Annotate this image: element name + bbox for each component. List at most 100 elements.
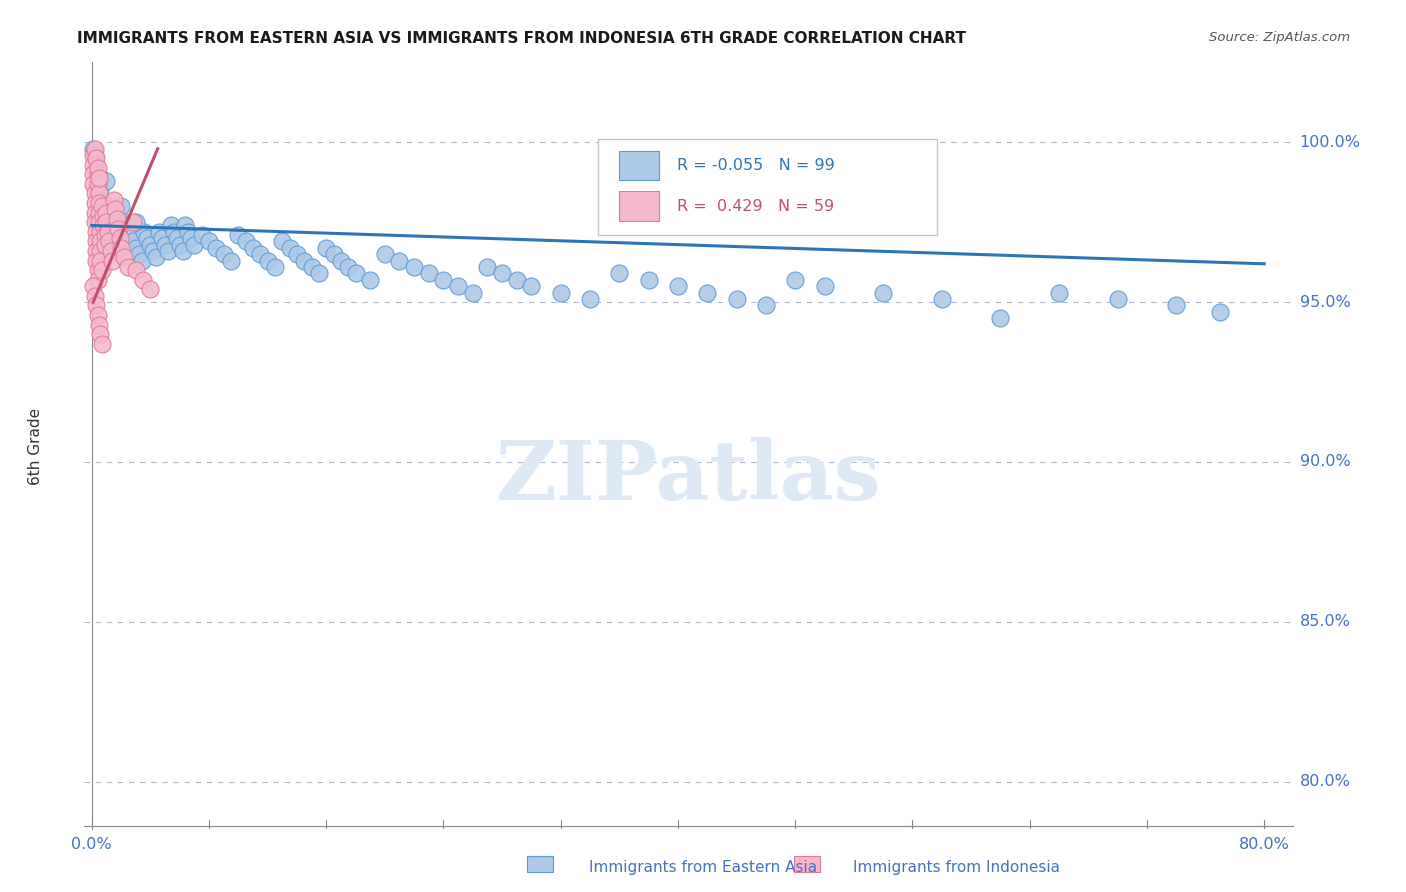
Text: 90.0%: 90.0% <box>1299 455 1350 469</box>
Point <box>374 247 396 261</box>
Point <box>86 273 108 287</box>
Point <box>121 235 143 249</box>
Point <box>156 244 179 258</box>
Text: R = -0.055   N = 99: R = -0.055 N = 99 <box>676 158 835 173</box>
Point <box>93 219 115 233</box>
Point <box>107 225 129 239</box>
Point <box>112 215 135 229</box>
Text: 80.0%: 80.0% <box>1239 838 1289 852</box>
Point <box>696 285 718 300</box>
Point <box>83 186 105 201</box>
Point <box>87 205 110 219</box>
Point <box>91 263 114 277</box>
Point <box>461 285 484 300</box>
Point <box>100 231 122 245</box>
Point <box>124 215 146 229</box>
Point <box>212 247 235 261</box>
Bar <box>619 192 659 220</box>
Point <box>990 311 1012 326</box>
Point <box>579 292 602 306</box>
Point <box>89 235 111 249</box>
Point <box>104 202 127 217</box>
Point <box>142 244 165 258</box>
Point <box>107 221 129 235</box>
Point <box>87 196 110 211</box>
Point <box>100 244 122 258</box>
Point <box>84 235 107 249</box>
Text: Immigrants from Indonesia: Immigrants from Indonesia <box>852 860 1060 874</box>
Point <box>124 263 146 277</box>
Point <box>1047 285 1070 300</box>
Point <box>256 253 278 268</box>
Point <box>96 205 118 219</box>
Point <box>344 267 367 281</box>
Point <box>163 225 186 239</box>
Point <box>94 205 117 219</box>
Point <box>82 167 104 181</box>
Text: 100.0%: 100.0% <box>1299 135 1361 150</box>
Point <box>110 237 132 252</box>
Point <box>86 177 108 191</box>
Point <box>115 221 138 235</box>
Point <box>607 267 630 281</box>
Point <box>136 231 159 245</box>
Point <box>101 237 124 252</box>
Point <box>872 285 894 300</box>
Point <box>82 279 104 293</box>
Point <box>153 237 176 252</box>
Point <box>83 289 105 303</box>
Point <box>91 336 114 351</box>
Point <box>418 267 440 281</box>
Point <box>105 212 128 227</box>
Point <box>131 253 153 268</box>
Point <box>308 267 330 281</box>
Point <box>160 219 183 233</box>
Point <box>82 158 104 172</box>
Bar <box>619 151 659 180</box>
Point <box>98 235 121 249</box>
Text: 95.0%: 95.0% <box>1299 294 1350 310</box>
Point <box>83 215 105 229</box>
Text: Immigrants from Eastern Asia: Immigrants from Eastern Asia <box>589 860 817 874</box>
Point <box>931 292 953 306</box>
Point <box>86 167 108 181</box>
Point <box>108 231 131 245</box>
Point <box>86 308 108 322</box>
Point <box>183 237 205 252</box>
Text: 6th Grade: 6th Grade <box>28 408 44 484</box>
Point <box>337 260 360 274</box>
Point <box>388 253 411 268</box>
Point <box>83 205 105 219</box>
Point <box>84 244 107 258</box>
Point <box>87 186 110 201</box>
Point <box>1107 292 1129 306</box>
Text: ZIPatlas: ZIPatlas <box>496 437 882 516</box>
Point <box>198 235 221 249</box>
Point <box>87 177 110 191</box>
Point <box>84 151 107 165</box>
Point <box>98 225 121 239</box>
Point <box>94 228 117 243</box>
Point <box>87 215 110 229</box>
Point <box>103 244 125 258</box>
Point <box>94 237 117 252</box>
Point <box>359 273 381 287</box>
Point <box>89 327 111 342</box>
Point <box>82 177 104 191</box>
Point <box>180 231 202 245</box>
Point <box>83 142 105 156</box>
Point <box>86 161 108 175</box>
Point <box>89 253 111 268</box>
Point <box>292 253 315 268</box>
Point <box>322 247 344 261</box>
Point <box>148 225 170 239</box>
Point <box>145 251 167 265</box>
Point <box>249 247 271 261</box>
Point <box>103 193 125 207</box>
Point <box>725 292 748 306</box>
Point <box>128 247 150 261</box>
Point <box>520 279 543 293</box>
Point <box>550 285 572 300</box>
Point <box>108 231 131 245</box>
Point <box>82 142 104 156</box>
